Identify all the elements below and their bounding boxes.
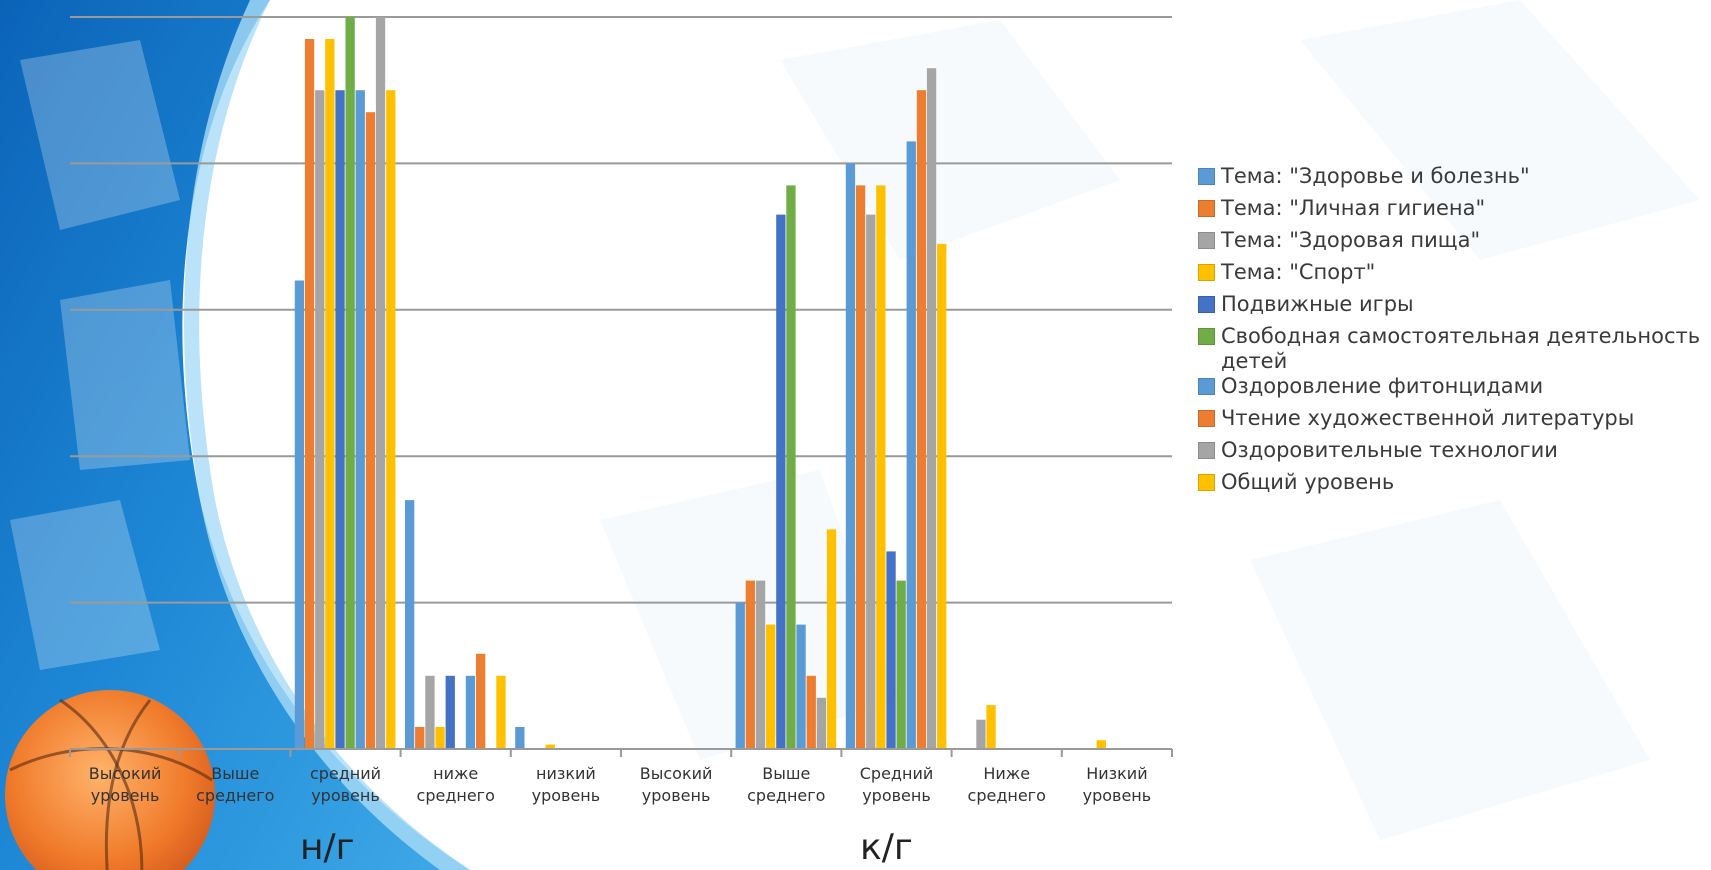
bar	[476, 653, 486, 749]
legend-swatch	[1198, 378, 1215, 395]
bar	[735, 602, 745, 749]
basketball-icon	[5, 690, 215, 870]
legend-label: Оздоровление фитонцидами	[1221, 374, 1544, 398]
legend-swatch	[1198, 232, 1215, 249]
legend-entry: Подвижные игры	[1198, 292, 1708, 324]
bar	[855, 185, 866, 749]
legend-label: Общий уровень	[1221, 470, 1395, 494]
bar	[294, 280, 305, 749]
bar	[816, 697, 826, 749]
blue-panel-shapes	[10, 40, 190, 670]
chart-legend: Тема: "Здоровье и болезнь" Тема: "Личная …	[1198, 164, 1708, 502]
legend-swatch	[1198, 200, 1215, 217]
bar	[937, 243, 947, 749]
legend-swatch	[1198, 474, 1215, 491]
bar	[375, 17, 386, 749]
category-label: Выше среднего	[747, 764, 825, 805]
bar	[465, 675, 476, 749]
bar	[755, 580, 766, 749]
bar	[786, 185, 796, 749]
legend-swatch	[1198, 296, 1215, 313]
category-label: средний уровень	[310, 764, 381, 805]
light-wave-band	[184, 0, 471, 870]
legend-label: Свободная самостоятельная деятельность д…	[1221, 324, 1701, 373]
bar	[365, 112, 376, 749]
legend-label: Оздоровительные технологии	[1221, 438, 1558, 462]
bar	[515, 727, 525, 749]
legend-swatch	[1198, 442, 1215, 459]
chart-bars	[294, 17, 1106, 750]
category-label: Ниже среднего	[968, 764, 1046, 805]
category-label: Средний уровень	[860, 764, 934, 805]
bar	[325, 39, 335, 749]
bar	[345, 17, 355, 749]
chart-grid	[70, 16, 1172, 604]
bar	[976, 719, 986, 749]
bar	[386, 90, 396, 749]
bar	[845, 163, 856, 749]
group-label: к/г	[860, 827, 913, 868]
bar	[876, 185, 886, 749]
bar	[806, 675, 816, 749]
legend-label: Тема: "Спорт"	[1221, 260, 1376, 284]
legend-entry: Общий уровень	[1198, 470, 1708, 502]
bar	[926, 68, 937, 749]
legend-entry: Тема: "Личная гигиена"	[1198, 196, 1708, 228]
legend-label: Чтение художественной литературы	[1221, 406, 1635, 430]
legend-entry: Тема: "Здоровье и болезнь"	[1198, 164, 1708, 196]
bar	[315, 90, 325, 749]
bar	[545, 744, 555, 749]
bar	[304, 39, 315, 749]
category-label: ниже среднего	[417, 764, 495, 805]
category-label: Высокий уровень	[640, 764, 713, 805]
category-label: Высокий уровень	[89, 764, 162, 805]
legend-label: Тема: "Здоровье и болезнь"	[1221, 164, 1530, 188]
bar	[445, 675, 455, 749]
bar	[335, 90, 345, 749]
bar	[986, 705, 996, 749]
legend-label: Тема: "Здоровая пища"	[1221, 228, 1481, 252]
bar	[496, 675, 506, 749]
legend-swatch	[1198, 264, 1215, 281]
legend-entry: Чтение художественной литературы	[1198, 406, 1708, 438]
legend-entry: Тема: "Спорт"	[1198, 260, 1708, 292]
bar	[1096, 740, 1106, 749]
bar	[776, 214, 786, 750]
bar	[415, 727, 425, 749]
bar	[355, 90, 365, 749]
legend-entry: Свободная самостоятельная деятельность д…	[1198, 324, 1708, 374]
legend-label: Подвижные игры	[1221, 292, 1414, 316]
legend-swatch	[1198, 328, 1215, 345]
legend-entry: Оздоровительные технологии	[1198, 438, 1708, 470]
category-label: низкий уровень	[532, 764, 601, 805]
bar	[405, 500, 415, 749]
bar	[826, 529, 837, 749]
bar	[916, 90, 927, 749]
category-label: Низкий уровень	[1083, 764, 1152, 805]
category-label: Выше среднего	[196, 764, 274, 805]
bar	[425, 675, 435, 749]
bar	[866, 214, 876, 750]
legend-swatch	[1198, 168, 1215, 185]
bar	[796, 624, 806, 749]
legend-label: Тема: "Личная гигиена"	[1221, 196, 1486, 220]
bar	[906, 141, 916, 749]
blue-wave-panel	[0, 0, 470, 870]
chart-axis	[69, 748, 1173, 757]
legend-swatch	[1198, 410, 1215, 427]
legend-entry: Оздоровление фитонцидами	[1198, 374, 1708, 406]
bar	[896, 580, 906, 749]
category-labels: Высокий уровень Выше среднего средний уровень…	[89, 764, 1151, 805]
bar	[435, 727, 445, 749]
group-label: н/г	[300, 827, 355, 868]
legend-entry: Тема: "Здоровая пища"	[1198, 228, 1708, 260]
bar	[886, 551, 896, 749]
bar	[745, 580, 755, 749]
bar	[766, 624, 776, 749]
